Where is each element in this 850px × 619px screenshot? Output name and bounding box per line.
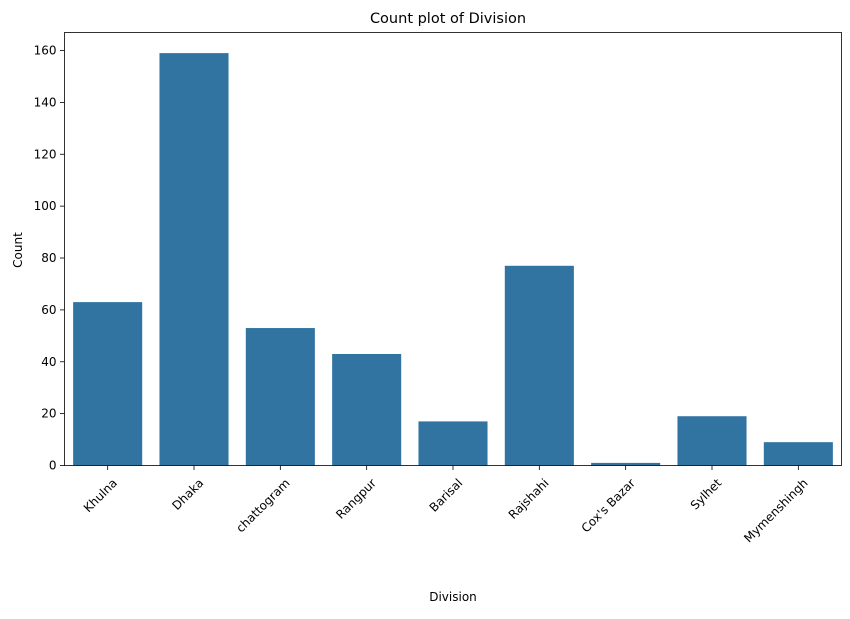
bar-3 [332, 353, 402, 466]
plot-area [73, 53, 833, 466]
y-axis-label: Count [11, 232, 25, 268]
y-tick-label-0: 0 [49, 459, 57, 473]
bar-8 [763, 442, 833, 466]
bar-0 [73, 302, 143, 466]
x-axis-label: Division [429, 590, 477, 604]
bar-2 [245, 328, 315, 466]
bar-7 [677, 416, 747, 466]
y-tick-label-8: 160 [34, 44, 57, 58]
y-tick-label-2: 40 [41, 355, 56, 369]
y-tick-label-7: 140 [34, 95, 57, 109]
bar-6 [591, 462, 661, 466]
bar-5 [504, 265, 574, 466]
y-tick-label-6: 120 [34, 147, 57, 161]
bar-4 [418, 421, 488, 466]
chart-title: Count plot of Division [370, 11, 526, 27]
y-axis: 0 20 40 60 80 100 120 140 160 [34, 44, 65, 473]
plot-frame [64, 32, 842, 466]
y-tick-label-5: 100 [34, 199, 57, 213]
y-tick-label-3: 60 [41, 303, 56, 317]
y-tick-label-4: 80 [41, 251, 56, 265]
y-tick-label-1: 20 [41, 407, 56, 421]
bar-1 [159, 53, 229, 466]
